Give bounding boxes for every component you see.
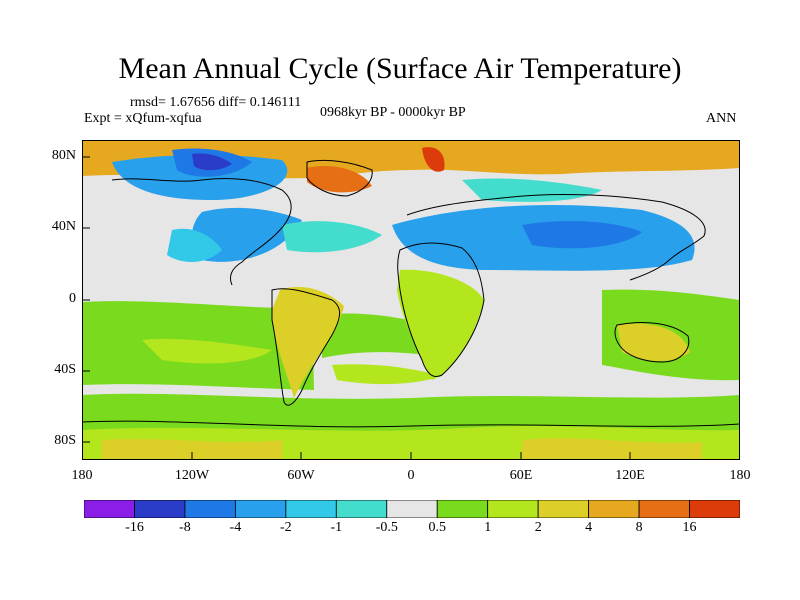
colorbar-tick-label: -0.5 — [375, 520, 398, 535]
colorbar-tick-label: 4 — [585, 520, 593, 535]
colorbar-box — [386, 500, 438, 518]
north-pacific-cool — [167, 228, 222, 262]
lat-label-0: 0 — [69, 291, 76, 306]
canadian-arctic-coldest — [192, 153, 232, 171]
colorbar-box — [689, 500, 740, 518]
siberia-cool — [462, 178, 602, 202]
colorbar-box — [234, 500, 287, 518]
colorbar-box — [436, 500, 489, 518]
lon-label-120e: 120E — [615, 468, 645, 483]
lon-label-0: 0 — [407, 468, 415, 483]
lat-label-80n: 80N — [51, 148, 76, 163]
south-america-region — [272, 286, 344, 398]
axis-ticks — [82, 156, 631, 460]
lon-label-180e: 180 — [729, 468, 751, 483]
temperature-anomaly-map — [82, 140, 740, 460]
lat-label-80s: 80S — [54, 433, 76, 448]
lon-label-180w: 180 — [71, 468, 93, 483]
colorbar-box — [84, 500, 135, 518]
colorbar-box — [285, 500, 337, 518]
colorbar-tick-label: -2 — [279, 520, 292, 535]
colorbar-tick-label: -4 — [229, 520, 242, 535]
colorbar-box — [487, 500, 539, 518]
colorbar-tick-label: 16 — [682, 520, 697, 535]
lon-label-60e: 60E — [509, 468, 533, 483]
colorbar-tick-label: 1 — [484, 520, 492, 535]
lat-label-40n: 40N — [51, 219, 76, 234]
australia-region — [617, 323, 690, 362]
colorbar-box — [588, 500, 640, 518]
atlantic-band — [322, 313, 432, 358]
colorbar-box — [184, 500, 236, 518]
colorbar — [84, 500, 740, 518]
plot-title: Mean Annual Cycle (Surface Air Temperatu… — [118, 52, 682, 85]
barents-hot-spot — [422, 147, 445, 172]
colorbar-tick-label: 2 — [534, 520, 542, 535]
colorbar-tick-label: -1 — [330, 520, 343, 535]
experiment-label: Expt = xQfum-xqfua — [84, 111, 202, 126]
colorbar-box — [537, 500, 590, 518]
south-atlantic-patch — [332, 364, 442, 385]
colorbar-tick-label: -8 — [179, 520, 191, 535]
south-pacific-patch — [142, 338, 272, 364]
coastlines — [82, 159, 740, 428]
stats-label: rmsd= 1.67656 diff= 0.146111 — [130, 95, 302, 110]
antarctic-warm — [102, 439, 282, 460]
north-atlantic-cool — [282, 221, 382, 253]
lon-label-120w: 120W — [174, 468, 210, 483]
colorbar-tick-label: 0.5 — [428, 520, 446, 535]
colorbar-tick-label: -16 — [125, 520, 144, 535]
colorbar-box — [638, 500, 690, 518]
greenland-warm — [307, 166, 372, 193]
season-label: ANN — [706, 111, 737, 126]
central-asia-cold — [522, 220, 642, 249]
colorbar-box — [134, 500, 186, 518]
colorbar-box — [335, 500, 388, 518]
antarctic-warm-east — [522, 438, 702, 460]
lon-label-60w: 60W — [287, 468, 315, 483]
lat-label-40s: 40S — [54, 362, 76, 377]
colorbar-tick-label: 8 — [635, 520, 643, 535]
period-label: 0968kyr BP - 0000kyr BP — [320, 105, 466, 120]
